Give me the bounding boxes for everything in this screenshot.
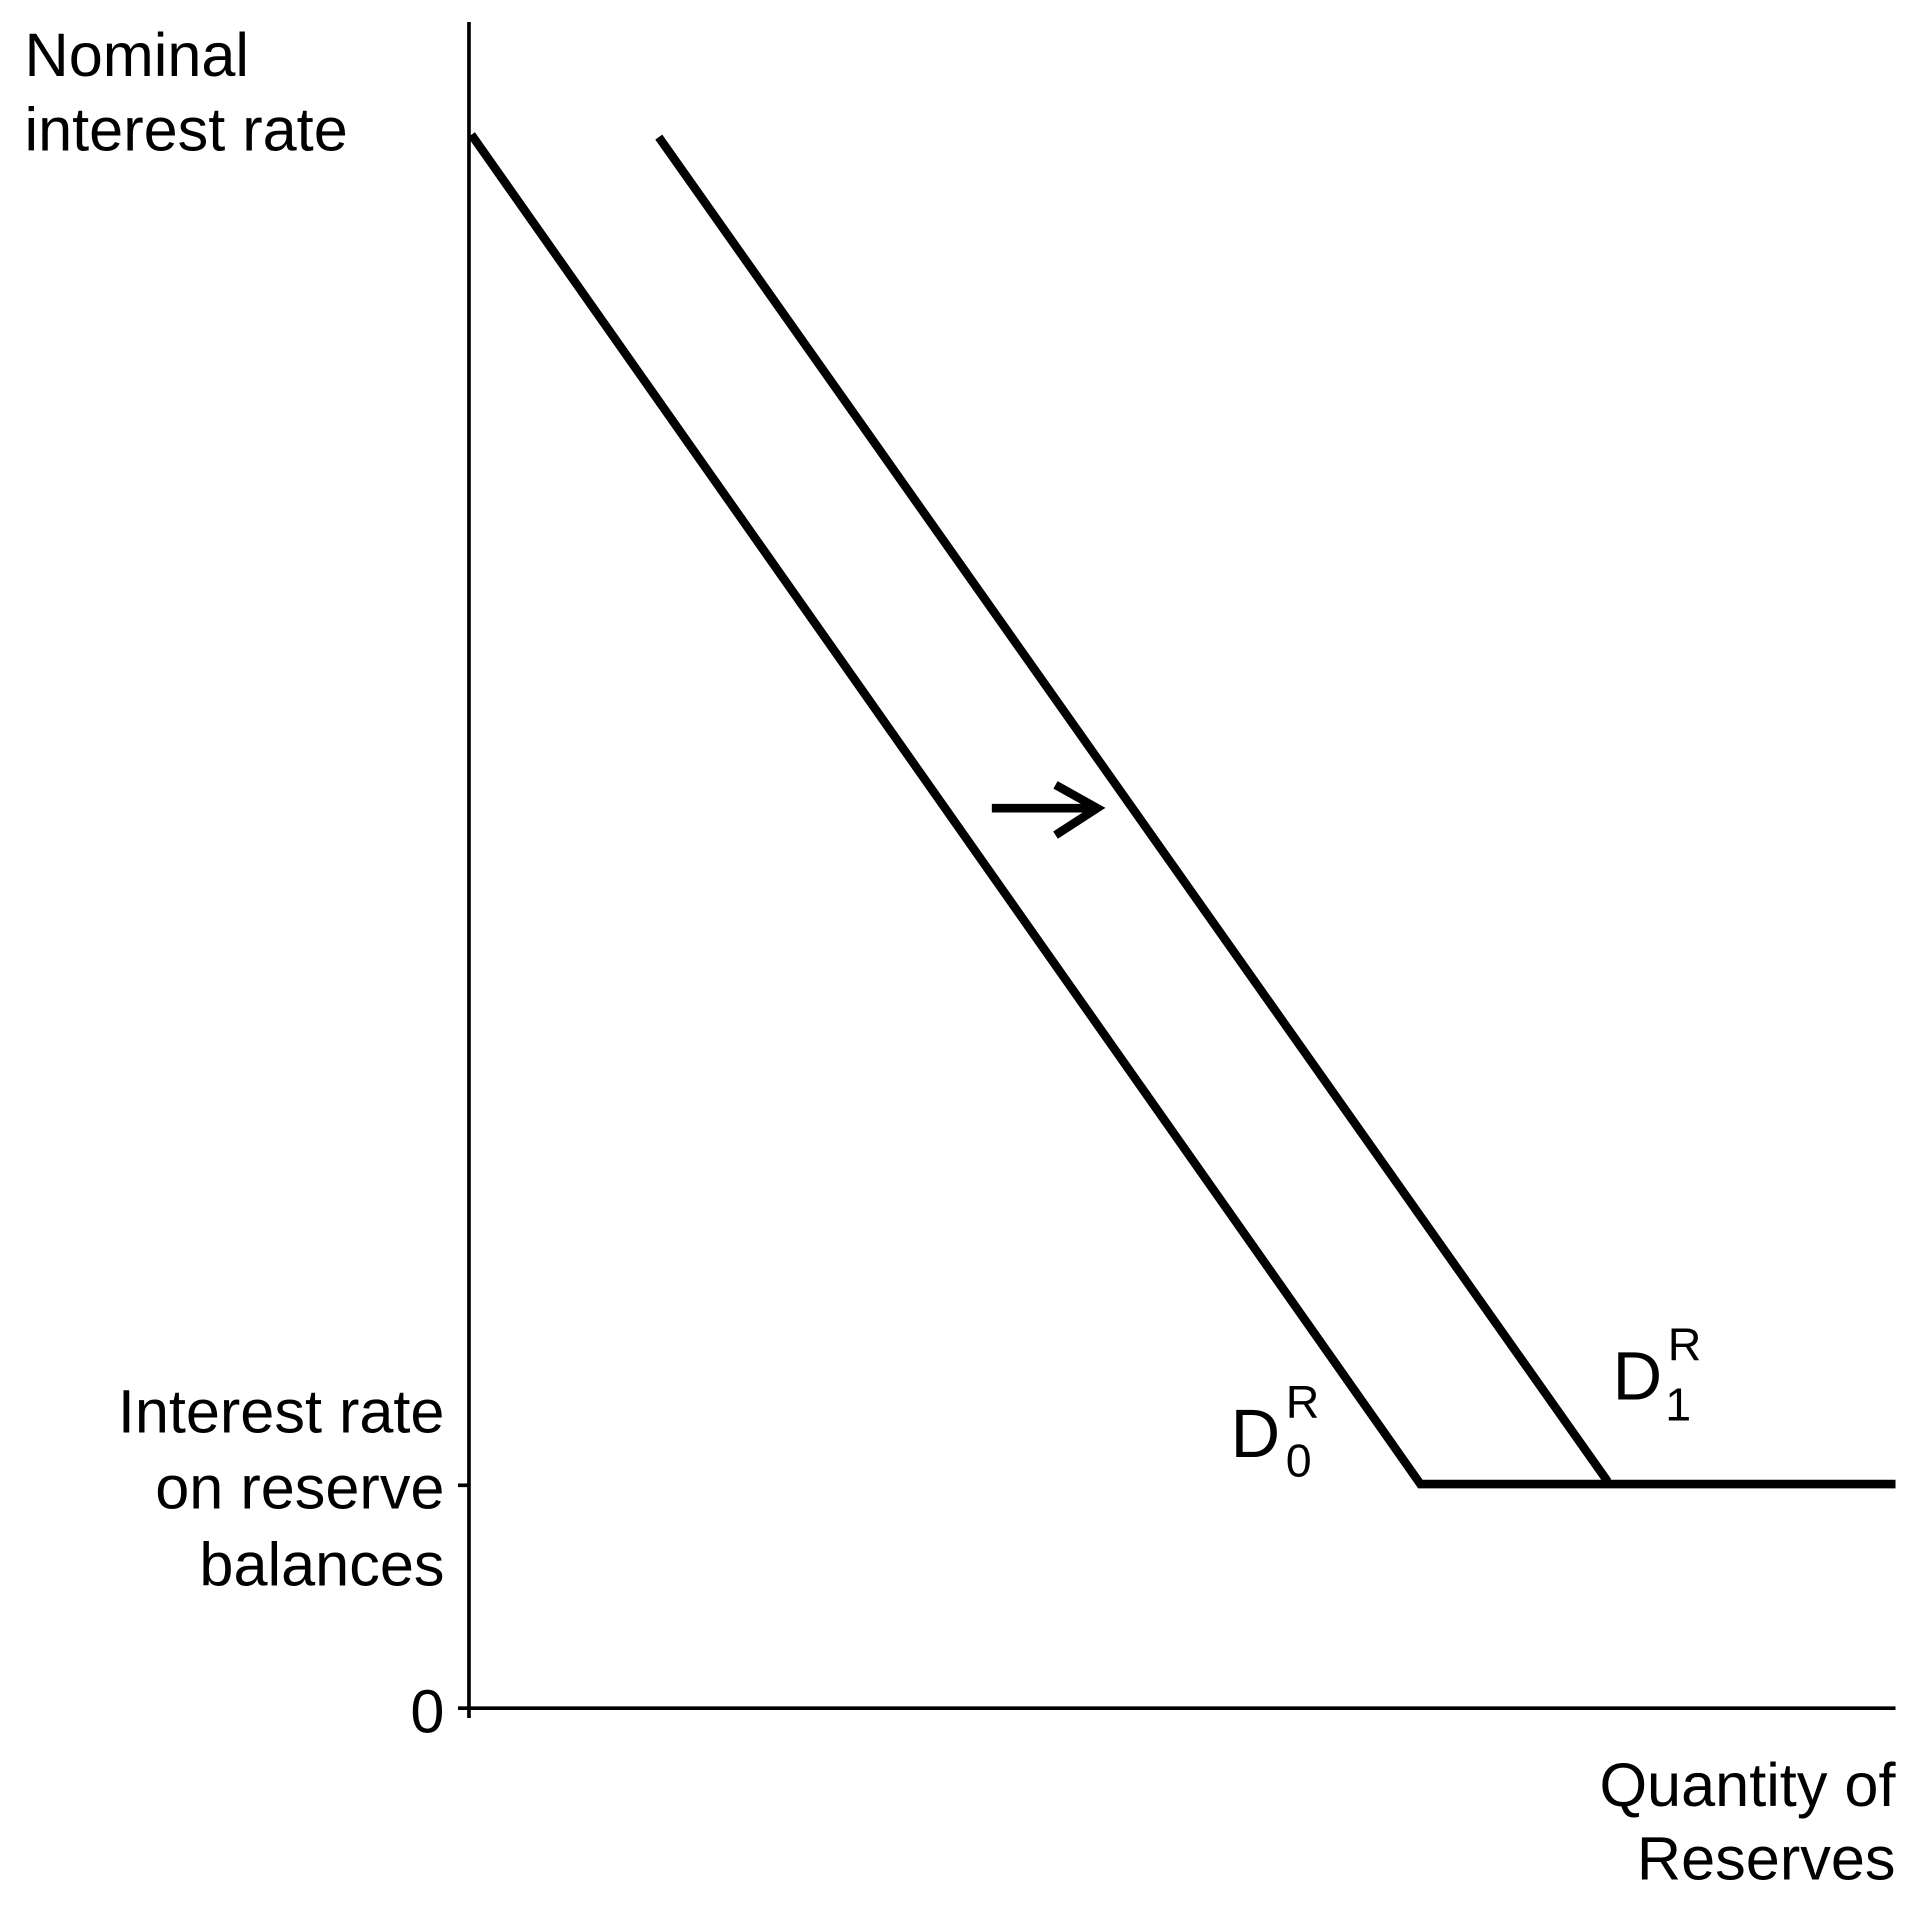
curve-label-sup: R	[1286, 1376, 1320, 1428]
level-label: on reserve	[155, 1454, 444, 1522]
level-label: balances	[199, 1531, 444, 1599]
curve-label-sub: 1	[1665, 1378, 1691, 1430]
curve-label: D	[1613, 1338, 1663, 1415]
curve-label: D	[1231, 1395, 1281, 1472]
x-axis-label: Quantity of	[1599, 1751, 1896, 1819]
demand-curve-0	[467, 132, 1896, 1489]
y-axis-label: interest rate	[24, 96, 347, 164]
curve-label-sup: R	[1668, 1318, 1702, 1370]
y-axis-label: Nominal	[24, 21, 249, 89]
x-axis-label: Reserves	[1637, 1825, 1896, 1893]
zero-label: 0	[410, 1678, 444, 1746]
shift-arrow-head	[1053, 781, 1106, 839]
curve-label-sub: 0	[1286, 1435, 1312, 1487]
level-label: Interest rate	[118, 1378, 445, 1446]
demand-curve-1	[655, 134, 1612, 1485]
